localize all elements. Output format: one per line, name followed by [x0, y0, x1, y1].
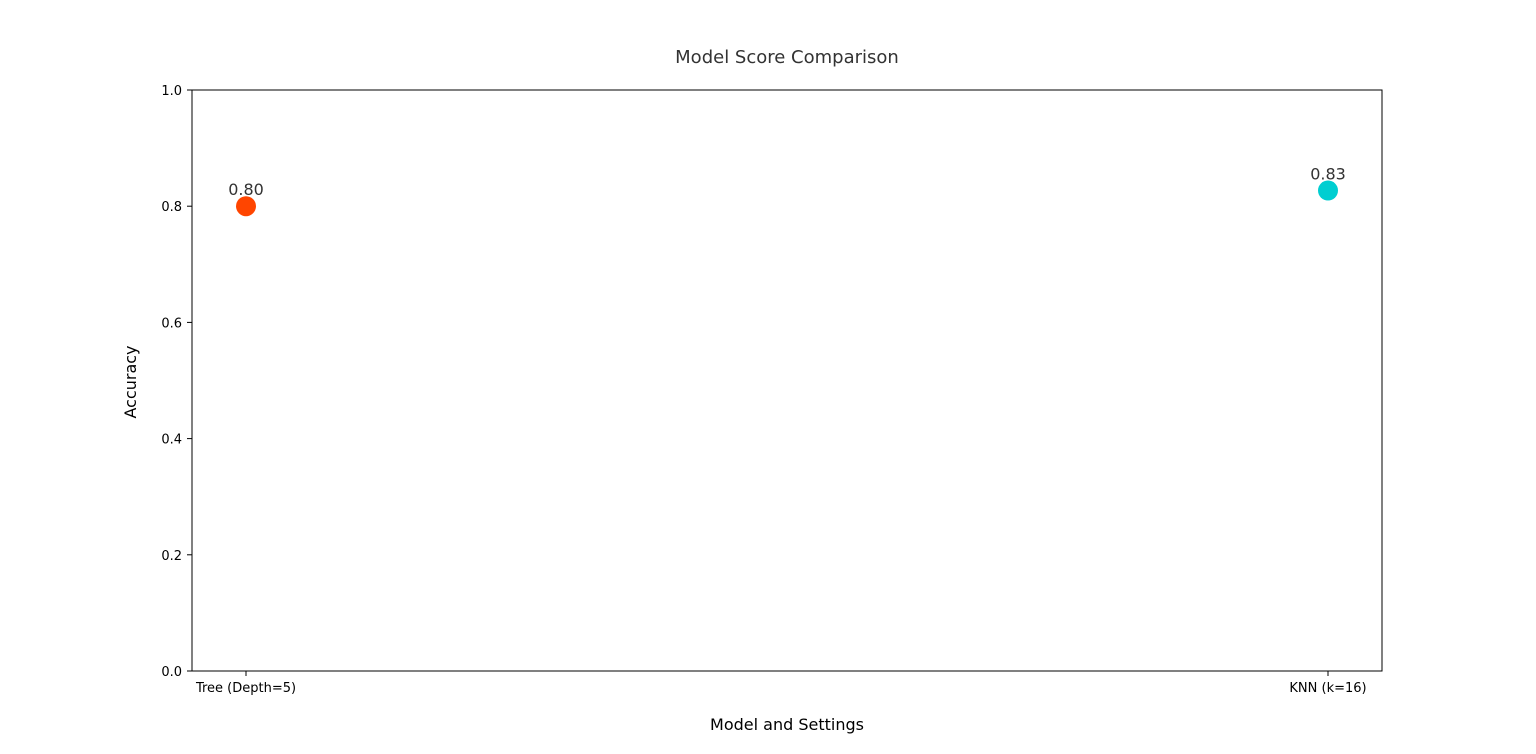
y-tick-label: 0.0	[161, 665, 182, 680]
x-tick-label: Tree (Depth=5)	[195, 681, 296, 696]
data-series: 0.80 0.83	[228, 165, 1346, 217]
x-axis-label: Model and Settings	[710, 715, 864, 734]
x-tick-label: KNN (k=16)	[1289, 681, 1366, 696]
data-point	[1318, 180, 1338, 201]
y-tick-label: 0.4	[161, 433, 182, 448]
y-tick-label: 0.8	[161, 200, 182, 215]
y-tick-label: 0.2	[161, 549, 182, 564]
data-label: 0.83	[1310, 165, 1346, 184]
y-tick-label: 0.6	[161, 316, 182, 331]
x-axis: Tree (Depth=5) KNN (k=16)	[195, 671, 1367, 696]
data-point	[236, 196, 256, 217]
chart-title: Model Score Comparison	[675, 47, 899, 68]
data-label: 0.80	[228, 180, 264, 199]
y-axis-label: Accuracy	[121, 345, 140, 418]
y-tick-label: 1.0	[161, 84, 182, 99]
y-axis: 0.0 0.2 0.4 0.6 0.8 1.0	[161, 84, 192, 680]
plot-area-frame	[191, 89, 1383, 672]
